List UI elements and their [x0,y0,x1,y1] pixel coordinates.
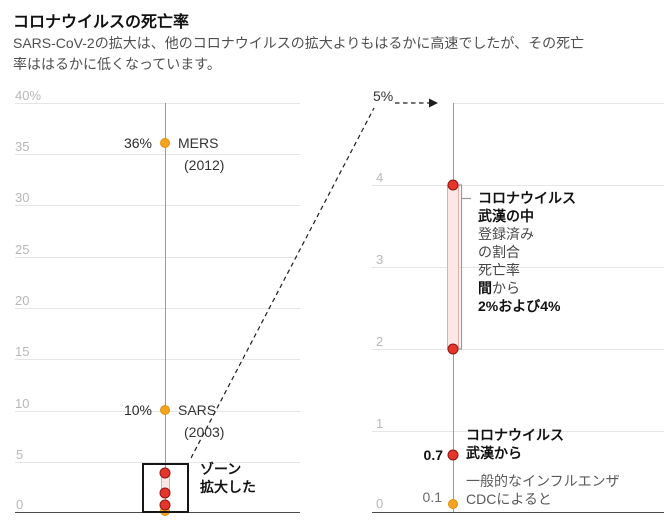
wuhan-label-line1: コロナウイルス [466,427,564,443]
chart-subtitle-line1: SARS-CoV-2の拡大は、他のコロナウイルスの拡大よりもはるかに高速でしたが… [13,35,585,51]
chart-title: コロナウイルスの死亡率 [13,14,190,31]
left-y-tick-label: 5 [16,447,24,462]
right-y-tick-label: 0 [376,496,384,511]
mers-label: MERS (2012) [178,132,224,176]
range-note-line6: 間から [478,279,576,297]
zoom-box-label-line1: ゾーン [200,461,242,477]
range-upper-dot [447,179,459,191]
left-y-tick-label: 35 [15,139,30,154]
wuhan-value-label: 0.7 [423,447,443,463]
left-range-upper-dot [159,467,171,479]
flu-label-line1: 一般的なインフルエンザ [466,473,620,489]
left-y-tick-label: 15 [15,344,30,359]
left-gridline-5 [15,462,300,463]
left-y-tick-label: 20 [15,293,30,308]
flu-value-label: 0.1 [422,489,442,505]
sars-label-name: SARS [178,402,217,418]
right-baseline [372,512,664,513]
mers-value-label: 36% [123,135,152,151]
range-note-line7: 2%および4% [478,298,561,314]
left-wuhan-dot [159,499,171,511]
right-gridline-3 [372,267,664,268]
right-y-tick-label: 4 [376,170,384,185]
left-y-tick-label: 10 [15,396,30,411]
left-gridline-10 [15,411,300,412]
right-y-tick-label: 2 [376,334,384,349]
left-gridline-25 [15,257,300,258]
chart-subtitle: SARS-CoV-2の拡大は、他のコロナウイルスの拡大よりもはるかに高速でしたが… [13,33,584,75]
mers-label-name: MERS [178,135,219,151]
flu-dot [448,499,458,509]
flu-label-line2: CDCによると [466,490,552,507]
sars-label-year: (2003) [184,424,225,440]
zoom-box-label-line2: 拡大した [200,479,256,495]
zoom-arrowhead-icon [429,98,438,108]
right-gridline-1 [372,431,664,432]
flu-label: 一般的なインフルエンザ CDCによると [466,473,620,508]
range-note-line4: の割合 [478,244,520,260]
range-note: コロナウイルス 武漢の中 登録済み の割合 死亡率 間から 2%および4% [478,189,576,315]
wuhan-label-line2: 武漢から [466,444,522,461]
left-gridline-35 [15,154,300,155]
right-gridline-4 [372,185,664,186]
range-note-line1: コロナウイルス [478,190,576,206]
right-y-tick-label: 1 [376,416,384,431]
range-lower-dot [447,343,459,355]
right-y-tick-5pct: 5% [373,88,394,104]
mers-label-year: (2012) [184,157,225,173]
left-range-lower-dot [159,487,171,499]
right-gridline-5 [453,103,664,104]
range-note-line6-rest: から [492,280,520,296]
right-gridline-2 [372,349,664,350]
range-note-line5: 死亡率 [478,262,520,278]
chart-subtitle-line2: 率ははるかに低くなっています。 [13,56,221,72]
range-note-line3: 登録済み [478,226,534,242]
left-gridline-20 [15,308,300,309]
left-gridline-30 [15,205,300,206]
left-y-tick-label: 0 [16,497,24,512]
left-y-tick-label: 30 [15,190,30,205]
wuhan-dot [447,449,459,461]
left-gridline-15 [15,359,300,360]
mers-dot [160,138,170,148]
sars-dot [160,405,170,415]
sars-value-label: 10% [123,402,152,418]
zoom-box [142,463,189,513]
left-y-tick-label: 25 [15,242,30,257]
wuhan-label: コロナウイルス 武漢から [466,427,564,462]
left-gridline-40 [15,103,300,104]
range-note-line6-bold: 間 [478,280,492,296]
sars-label: SARS (2003) [178,399,224,443]
left-y-tick-label: 40% [15,88,42,103]
right-y-tick-label: 3 [376,252,384,267]
left-axis-line [165,103,166,513]
right-range-band [447,185,459,349]
zoom-box-label: ゾーン 拡大した [200,460,256,496]
left-range-band [161,473,170,493]
range-note-line2: 武漢の中 [478,208,534,224]
